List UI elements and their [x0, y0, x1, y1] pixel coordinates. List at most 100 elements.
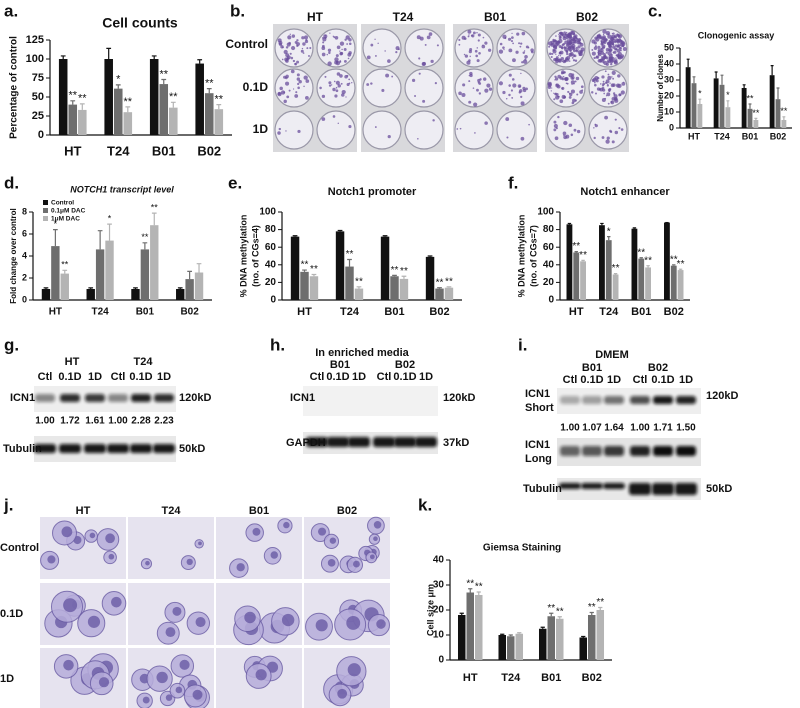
label: Long [525, 453, 552, 465]
colony-dot [301, 36, 305, 40]
colony-dot [377, 42, 379, 45]
bar [399, 278, 409, 300]
label: 120kD [706, 390, 738, 402]
chart-title: Giemsa Staining [483, 543, 561, 554]
colony-dot [370, 82, 373, 85]
colony-dot [554, 75, 557, 79]
colony-dot [330, 84, 333, 86]
bar [290, 236, 300, 300]
significance: ** [746, 93, 754, 103]
colony-dot [548, 52, 552, 56]
error-bar [598, 606, 603, 610]
colony-dot [348, 125, 352, 129]
y-tick-label: 40 [543, 259, 555, 270]
colony-dot [510, 40, 514, 43]
colony-dot [321, 44, 325, 48]
bar [670, 265, 677, 300]
colony-dot [591, 51, 596, 56]
error-bar [508, 634, 513, 637]
chart-title: Notch1 promoter [328, 186, 417, 198]
colony-dot [334, 35, 339, 40]
nucleus [61, 526, 73, 538]
colony-dot [618, 127, 621, 130]
band [676, 446, 696, 456]
colony-dot [508, 93, 511, 97]
bar [113, 88, 123, 135]
x-tick-label: T24 [92, 307, 110, 318]
colony-dot [571, 57, 574, 59]
bar [579, 637, 587, 660]
colony-dot [478, 82, 482, 85]
colony-dot [607, 33, 610, 35]
colony-dot [486, 83, 491, 88]
label: 2.28 [131, 416, 151, 427]
y-axis-label: Number of clones [656, 54, 665, 122]
plate [316, 110, 356, 150]
y-tick-label: 0 [22, 294, 27, 304]
error-bar [770, 65, 774, 76]
colony-dot [297, 82, 300, 86]
error-bar [427, 255, 433, 257]
colony-dot [477, 33, 481, 37]
significance: ** [780, 106, 788, 116]
label: Control [0, 542, 39, 554]
colony-dot [615, 57, 617, 59]
row-label: 0.1D [243, 80, 269, 94]
colony-dot [511, 32, 513, 35]
x-tick-label: HT [569, 306, 584, 318]
colony-dot [336, 45, 341, 50]
error-bar [540, 626, 545, 629]
band [603, 483, 625, 489]
colony-dot [278, 127, 282, 131]
colony-dot [568, 60, 571, 62]
panel-label: k. [418, 495, 432, 514]
colony-dot [602, 29, 607, 34]
nucleus [198, 541, 202, 546]
label: 0.1D [580, 374, 603, 386]
x-tick-label: B02 [197, 143, 221, 158]
label: 1.00 [630, 423, 650, 434]
label: 1.71 [653, 423, 673, 434]
colony-dot [417, 137, 419, 140]
colony-dot [554, 136, 559, 141]
colony-dot [601, 35, 607, 40]
colony-dot [617, 83, 622, 89]
colony-dot [277, 131, 281, 135]
colony-dot [612, 92, 616, 95]
colony-dot [555, 56, 559, 59]
colony-dot [606, 92, 611, 97]
colony-dot [461, 92, 466, 97]
nucleus [369, 554, 375, 560]
colony-dot [572, 54, 576, 57]
nucleus [373, 521, 382, 529]
bar [498, 635, 506, 660]
y-tick-label: 2 [22, 272, 27, 282]
y-tick-label: 0 [669, 122, 674, 132]
nucleus [315, 619, 328, 632]
error-bar [613, 273, 618, 275]
colony-dot [321, 117, 326, 121]
bar [41, 289, 51, 300]
colony-dot [555, 35, 557, 37]
colony-dot [527, 46, 530, 49]
x-tick-label: B02 [180, 307, 199, 318]
significance: * [698, 89, 702, 99]
plate [546, 68, 586, 108]
y-tick-label: 80 [543, 224, 555, 235]
bar [86, 289, 95, 300]
y-tick-label: 10 [664, 106, 674, 116]
y-tick-label: 80 [265, 224, 277, 235]
band [559, 483, 581, 489]
x-tick-label: B01 [631, 306, 651, 318]
band [415, 437, 437, 447]
x-tick-label: B02 [429, 306, 449, 318]
y-tick-label: 0 [38, 129, 44, 141]
colony-dot [553, 120, 557, 124]
colony-dot [375, 54, 377, 57]
colony-dot [608, 44, 613, 49]
colony-dot [554, 77, 559, 81]
colony-dot [607, 73, 610, 76]
colony-dot [472, 87, 475, 89]
colony-dot [575, 46, 578, 50]
colony-dot [335, 54, 339, 58]
